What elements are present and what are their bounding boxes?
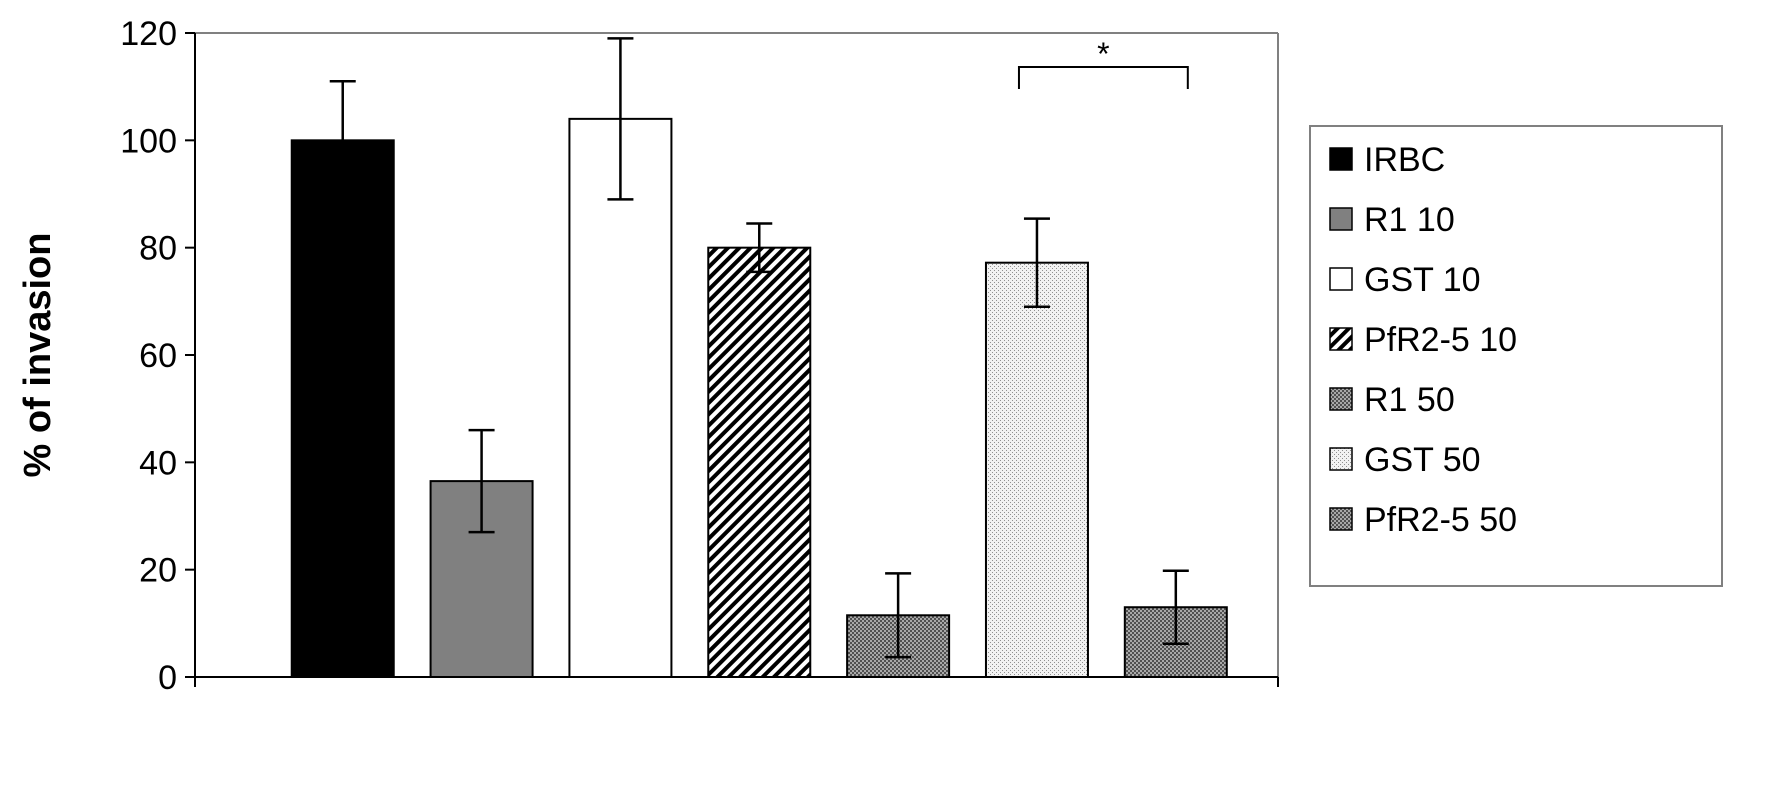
legend-swatch	[1329, 207, 1353, 231]
bar	[707, 246, 812, 679]
significance-bracket	[1017, 66, 1189, 89]
y-tick-label: 20	[139, 552, 177, 590]
legend-swatch	[1329, 327, 1353, 351]
legend-swatch	[1329, 387, 1353, 411]
plot-area	[195, 32, 1279, 677]
legend-label: PfR2-5 50	[1364, 501, 1517, 539]
y-tick-label: 0	[158, 659, 177, 697]
annotations: *	[1017, 36, 1189, 89]
y-tick-label: 80	[139, 230, 177, 268]
y-axis-title: % of invasion	[17, 233, 59, 478]
significance-star: *	[1097, 36, 1109, 72]
legend-swatch	[1329, 147, 1353, 171]
legend-label: R1 10	[1364, 201, 1455, 239]
y-tick-label: 40	[139, 444, 177, 482]
y-axis: 0 20 40 60 80 100 120	[120, 15, 196, 697]
legend-label: R1 50	[1364, 381, 1455, 419]
x-axis	[194, 676, 1279, 687]
bar	[568, 117, 673, 679]
bar	[290, 139, 395, 679]
bar	[984, 261, 1089, 678]
legend-swatch	[1329, 447, 1353, 471]
y-tick-label: 100	[120, 122, 177, 160]
y-tick-label: 120	[120, 15, 177, 53]
legend-swatch	[1329, 267, 1353, 291]
legend-label: GST 10	[1364, 261, 1481, 299]
legend-label: IRBC	[1364, 141, 1445, 179]
error-bars	[329, 37, 1189, 659]
legend-label: PfR2-5 10	[1364, 321, 1517, 359]
bars	[290, 117, 1228, 679]
legend: IRBC R1 10 GST 10 PfR2-5 10 R1 50 GST 50 PfR2-…	[1309, 125, 1723, 587]
legend-box	[1309, 125, 1723, 587]
y-tick-label: 60	[139, 337, 177, 375]
legend-swatch	[1329, 507, 1353, 531]
legend-label: GST 50	[1364, 441, 1481, 479]
